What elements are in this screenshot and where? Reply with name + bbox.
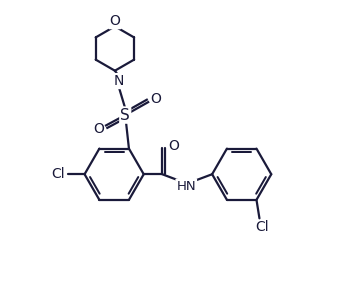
Text: HN: HN [176,180,196,193]
Text: N: N [113,74,124,88]
Text: Cl: Cl [255,220,268,234]
Text: Cl: Cl [51,167,65,181]
Text: O: O [150,92,161,106]
Text: O: O [168,139,179,154]
Text: O: O [109,14,120,28]
Text: O: O [93,122,104,136]
Text: S: S [120,108,130,122]
